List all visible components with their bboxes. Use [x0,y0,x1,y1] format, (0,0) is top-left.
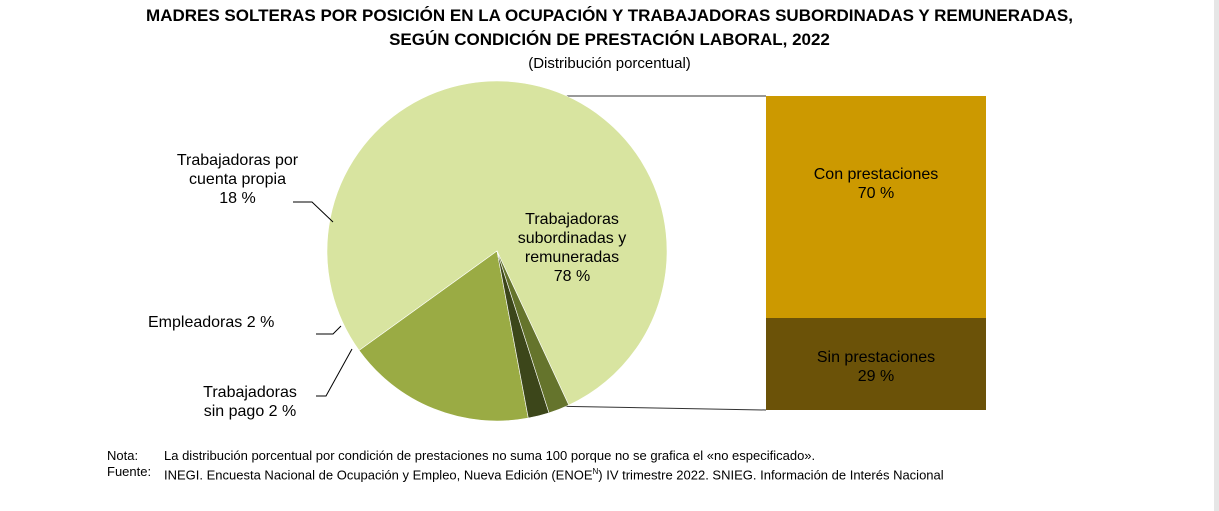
leader-line-empleadoras [316,325,342,335]
pie-label-subordinadas-line: remuneradas [524,249,620,266]
note-key: Nota: [107,448,139,463]
pie-slice-cuenta-propia [358,250,529,422]
pie-label-subordinadas-line: subordinadas y [517,230,627,247]
pie-label-empleadoras-line: Empleadoras 2 % [148,314,275,331]
pie-slice-sin-pago [496,250,570,414]
bar-segment-sin-prestaciones [766,318,986,410]
bar-segment-con-prestaciones [766,96,986,318]
pie-label-cuenta-propia-line: cuenta propia [189,171,286,188]
source-text-part-1: INEGI. Encuesta Nacional de Ocupación y … [164,467,593,483]
chart-title-line-1: MADRES SOLTERAS POR POSICIÓN EN LA OCUPA… [146,6,1073,25]
pie-label-cuenta-propia: Trabajadoras por cuenta propia 18 % [150,151,325,208]
source-superscript: N [592,467,599,476]
pie-slice-subordinadas [326,80,668,406]
pie-label-cuenta-propia-value: 18 % [219,190,256,207]
pie-label-subordinadas-value: 78 % [553,268,591,285]
note-text: La distribución porcentual por condición… [164,448,816,463]
pie-label-sin-pago-value: sin pago 2 % [203,403,297,420]
leader-line-cuenta-propia [293,201,334,223]
bar-label-con-prestaciones-line: Con prestaciones [813,166,939,183]
pie-label-sin-pago-line: Trabajadoras [203,384,297,401]
note-row: Nota: La distribución porcentual por con… [107,448,1084,464]
source-key: Fuente: [107,464,152,479]
pie-label-subordinadas: Trabajadoras subordinadas y remuneradas … [492,210,652,286]
bar-label-sin-prestaciones: Sin prestaciones 29 % [776,348,976,386]
right-edge-strip [1214,0,1219,511]
bar-label-con-prestaciones: Con prestaciones 70 % [776,165,976,203]
source-text: INEGI. Encuesta Nacional de Ocupación y … [164,464,1084,483]
source-text-part-2: ) IV trimestre 2022. SNIEG. Información … [598,467,944,483]
chart-subtitle: (Distribución porcentual) [528,55,691,72]
pie-label-empleadoras: Empleadoras 2 % [148,313,318,332]
bar-label-sin-prestaciones-line: Sin prestaciones [816,349,936,366]
pie-label-subordinadas-line: Trabajadoras [525,211,619,228]
pie-label-sin-pago: Trabajadoras sin pago 2 % [180,383,320,421]
chart-title-line-2: SEGÚN CONDICIÓN DE PRESTACIÓN LABORAL, 2… [389,30,830,49]
leader-line-sin-pago [316,348,353,397]
pie-label-cuenta-propia-line: Trabajadoras por [176,152,299,169]
bar-label-con-prestaciones-value: 70 % [857,185,895,202]
bar-label-sin-prestaciones-value: 29 % [857,368,895,385]
chart-notes: Nota: La distribución porcentual por con… [107,448,1084,483]
source-row: Fuente: INEGI. Encuesta Nacional de Ocup… [107,464,1084,483]
connector-line-bottom [544,405,767,411]
